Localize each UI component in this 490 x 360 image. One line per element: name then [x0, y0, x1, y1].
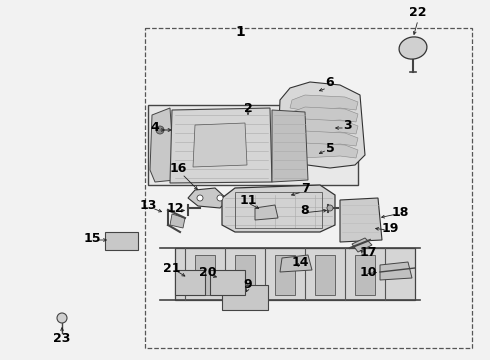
Bar	[222, 285, 268, 310]
Text: 17: 17	[359, 246, 377, 258]
Circle shape	[217, 195, 223, 201]
Polygon shape	[290, 119, 358, 134]
Text: 15: 15	[83, 231, 101, 244]
Text: 20: 20	[199, 266, 217, 279]
Bar	[210, 270, 245, 295]
Polygon shape	[290, 95, 358, 110]
Text: 13: 13	[139, 198, 157, 212]
Text: 11: 11	[239, 194, 257, 207]
Text: 5: 5	[326, 141, 334, 154]
Polygon shape	[290, 107, 358, 122]
Ellipse shape	[399, 37, 427, 59]
Text: 10: 10	[359, 266, 377, 279]
Polygon shape	[290, 131, 358, 146]
Bar	[275, 255, 295, 295]
Polygon shape	[340, 198, 382, 242]
Bar	[175, 270, 205, 295]
Polygon shape	[290, 143, 358, 158]
Text: 8: 8	[301, 203, 309, 216]
Bar	[145, 28, 472, 348]
Bar	[105, 232, 138, 250]
Text: 14: 14	[291, 256, 309, 269]
Text: 19: 19	[381, 221, 399, 234]
Text: 4: 4	[150, 121, 159, 134]
Bar	[315, 255, 335, 295]
Polygon shape	[380, 262, 412, 280]
Text: 18: 18	[392, 206, 409, 219]
Polygon shape	[272, 110, 308, 182]
Polygon shape	[278, 82, 365, 168]
Text: 21: 21	[163, 261, 181, 274]
Bar	[195, 255, 215, 295]
Bar	[235, 192, 322, 228]
Circle shape	[57, 313, 67, 323]
Bar	[148, 105, 358, 185]
Text: 9: 9	[244, 279, 252, 292]
Polygon shape	[170, 108, 272, 183]
Polygon shape	[255, 205, 278, 220]
Polygon shape	[170, 214, 185, 228]
Text: 2: 2	[244, 102, 252, 114]
Text: 7: 7	[301, 181, 309, 194]
Polygon shape	[150, 108, 175, 182]
Text: 12: 12	[166, 202, 184, 215]
Text: 3: 3	[343, 118, 352, 131]
Bar	[235, 255, 255, 295]
Polygon shape	[193, 123, 247, 167]
Circle shape	[197, 195, 203, 201]
Text: 23: 23	[53, 332, 71, 345]
Polygon shape	[352, 238, 372, 252]
Circle shape	[327, 205, 333, 211]
Text: 16: 16	[170, 162, 187, 175]
Polygon shape	[222, 185, 335, 232]
Text: 6: 6	[326, 76, 334, 89]
Polygon shape	[188, 188, 228, 208]
Text: 22: 22	[409, 5, 427, 18]
Circle shape	[156, 126, 164, 134]
Text: 1: 1	[235, 25, 245, 39]
Polygon shape	[280, 255, 312, 272]
Polygon shape	[175, 248, 415, 300]
Bar	[355, 255, 375, 295]
